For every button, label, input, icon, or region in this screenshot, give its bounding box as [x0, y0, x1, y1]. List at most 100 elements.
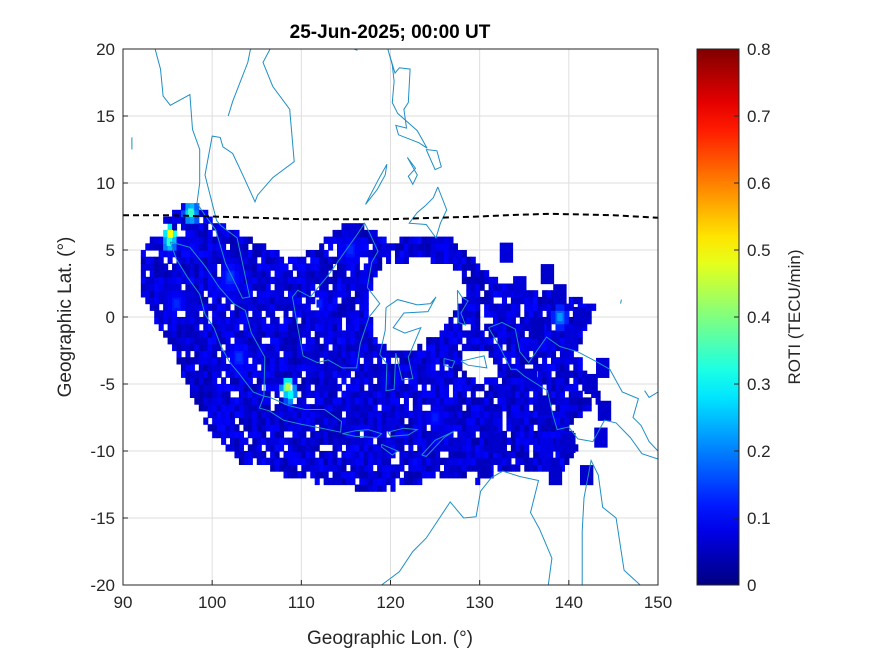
roti-cell: [448, 430, 454, 439]
roti-cell: [310, 370, 316, 378]
roti-cell: [363, 357, 369, 365]
roti-cell: [470, 424, 476, 432]
roti-cell: [497, 350, 503, 358]
roti-cell: [212, 243, 218, 251]
roti-cell: [292, 404, 298, 412]
roti-cell: [354, 390, 360, 398]
roti-cell: [265, 424, 271, 432]
roti-cell: [247, 457, 253, 465]
roti-cell: [452, 404, 458, 412]
roti-cell: [180, 363, 187, 372]
roti-cell: [368, 276, 374, 285]
roti-cell: [542, 363, 548, 372]
roti-cell: [305, 283, 311, 291]
roti-cell: [305, 410, 311, 419]
x-tick-label: 110: [288, 593, 315, 612]
roti-hotspot: [173, 299, 180, 308]
roti-cell: [350, 404, 356, 412]
roti-cell: [475, 263, 481, 271]
roti-cell: [323, 350, 329, 358]
roti-cell: [444, 323, 450, 331]
roti-cell: [145, 263, 151, 271]
roti-cell: [452, 256, 458, 264]
roti-cell: [377, 424, 383, 432]
roti-cell: [247, 276, 253, 285]
roti-cell: [243, 363, 249, 372]
roti-cell: [189, 337, 195, 345]
roti-cell: [270, 424, 276, 432]
roti-cell: [176, 330, 182, 338]
roti-cell: [283, 363, 289, 372]
roti-cell: [466, 451, 472, 459]
roti-cell: [488, 390, 494, 398]
roti-cell: [519, 444, 525, 452]
roti-cell: [421, 250, 427, 258]
roti-cell: [167, 290, 173, 298]
roti-cell: [564, 357, 570, 365]
roti-cell: [439, 404, 445, 412]
roti-cell: [185, 323, 191, 331]
roti-cell: [519, 377, 525, 385]
roti-cell: [279, 296, 285, 305]
roti-cell: [296, 451, 302, 459]
roti-cell: [542, 330, 548, 338]
roti-cell: [542, 323, 548, 331]
roti-cell: [265, 444, 271, 452]
roti-cell: [158, 283, 164, 291]
roti-cell: [363, 484, 369, 492]
roti-cell: [368, 370, 374, 378]
roti-cell: [332, 397, 338, 405]
roti-cell: [140, 270, 146, 278]
roti-cell: [230, 229, 236, 238]
roti-cell: [488, 296, 494, 305]
roti-cell: [519, 397, 525, 405]
roti-cell: [341, 357, 347, 365]
roti-cell: [533, 430, 539, 439]
roti-cell: [283, 323, 289, 331]
roti-cell: [189, 317, 195, 325]
roti-cell: [399, 404, 405, 412]
roti-cell: [403, 236, 409, 244]
roti-cell: [444, 397, 450, 405]
roti-cell: [528, 290, 534, 298]
roti-cell: [323, 477, 329, 486]
roti-cell: [198, 270, 204, 278]
roti-cell: [350, 229, 356, 238]
roti-cell: [564, 417, 570, 425]
roti-cell: [484, 276, 490, 285]
roti-cell: [448, 451, 454, 459]
roti-cell: [203, 337, 209, 345]
roti-cell: [198, 330, 204, 338]
roti-cell: [368, 484, 374, 492]
roti-cell: [555, 377, 561, 385]
roti-cell: [305, 337, 311, 345]
roti-cell: [292, 451, 298, 459]
roti-cell: [497, 303, 503, 311]
roti-cell: [238, 337, 244, 345]
roti-cell: [140, 250, 146, 258]
roti-cell: [354, 471, 360, 479]
roti-cell: [270, 310, 276, 318]
roti-cell: [452, 410, 458, 419]
roti-cell: [292, 417, 298, 425]
roti-cell: [140, 256, 146, 264]
roti-cell: [163, 229, 169, 238]
roti-cell: [403, 357, 409, 365]
roti-cell: [452, 471, 458, 479]
roti-cell: [515, 323, 521, 331]
roti-cell: [542, 303, 548, 311]
roti-cell: [444, 390, 450, 398]
roti-cell: [484, 424, 490, 432]
roti-cell: [403, 437, 409, 445]
roti-cell: [194, 256, 200, 264]
roti-cell: [194, 276, 200, 285]
roti-cell: [448, 350, 454, 358]
roti-cell: [457, 337, 463, 345]
roti-cell: [287, 276, 294, 285]
roti-cell: [216, 256, 222, 264]
roti-cell: [444, 471, 450, 479]
roti-cell: [212, 404, 218, 412]
roti-cell: [207, 377, 213, 385]
roti-cell: [149, 243, 155, 251]
roti-cell: [368, 471, 374, 479]
